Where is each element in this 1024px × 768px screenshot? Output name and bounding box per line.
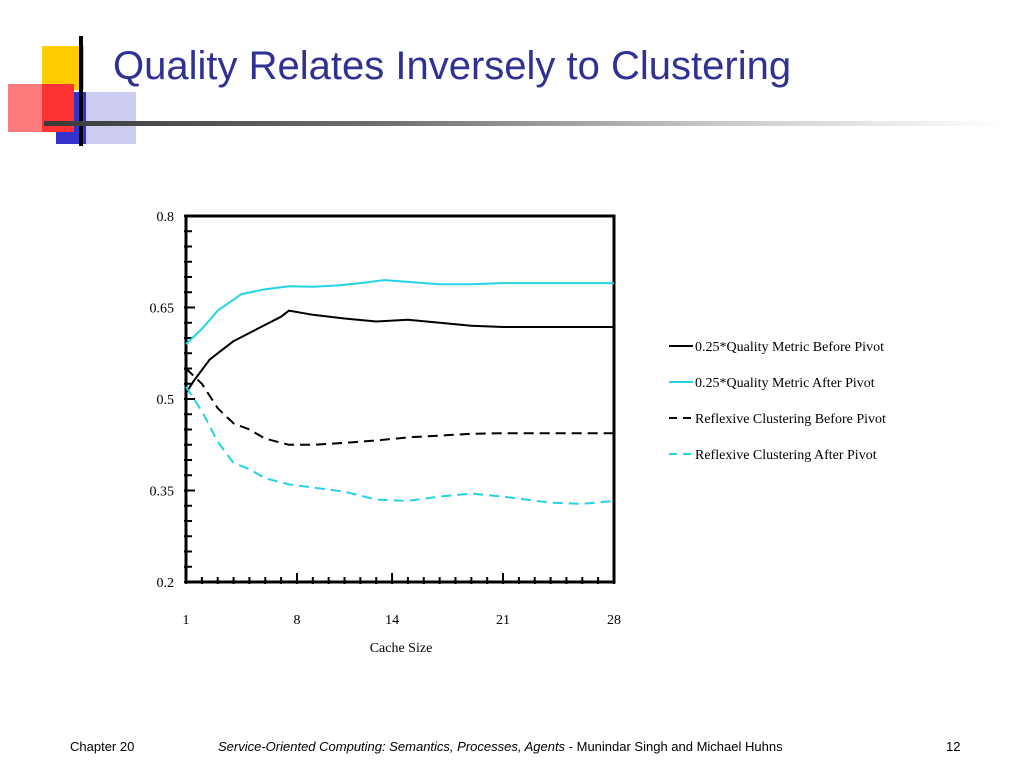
footer-page-number: 12 bbox=[946, 739, 961, 754]
series-line-2 bbox=[185, 279, 614, 345]
title-underline-rule bbox=[44, 121, 1004, 126]
y-tick-label: 0.5 bbox=[157, 393, 175, 408]
legend-label: 0.25*Quality Metric Before Pivot bbox=[695, 340, 884, 355]
series-lines bbox=[185, 279, 615, 505]
logo-red-fade bbox=[8, 84, 42, 132]
plot-frame bbox=[184, 214, 616, 584]
legend-label: Reflexive Clustering After Pivot bbox=[695, 448, 877, 463]
footer-citation: Service-Oriented Computing: Semantics, P… bbox=[218, 739, 783, 754]
footer-book-title: Service-Oriented Computing: Semantics, P… bbox=[218, 739, 566, 754]
x-tick-label: 14 bbox=[385, 613, 399, 628]
footer-chapter: Chapter 20 bbox=[70, 739, 135, 754]
x-tick-label: 1 bbox=[183, 613, 190, 628]
x-axis-label: Cache Size bbox=[370, 641, 433, 656]
x-axis: 1 8 14 21 28 bbox=[183, 573, 621, 628]
logo-vertical-bar bbox=[79, 36, 83, 146]
logo-yellow-square bbox=[42, 46, 84, 90]
y-tick-label: 0.65 bbox=[150, 302, 175, 317]
x-tick-label: 8 bbox=[293, 613, 300, 628]
legend-label: 0.25*Quality Metric After Pivot bbox=[695, 376, 875, 391]
y-tick-label: 0.35 bbox=[150, 485, 175, 500]
slide-logo-graphic bbox=[8, 36, 136, 146]
y-tick-label: 0.8 bbox=[157, 210, 175, 225]
legend: 0.25*Quality Metric Before Pivot 0.25*Qua… bbox=[669, 340, 886, 463]
series-line-1 bbox=[185, 309, 614, 394]
x-tick-label: 21 bbox=[496, 613, 510, 628]
y-axis: 0.8 0.65 0.5 0.35 0.2 bbox=[150, 210, 195, 591]
plot-area bbox=[184, 214, 616, 584]
legend-label: Reflexive Clustering Before Pivot bbox=[695, 412, 886, 427]
y-tick-label: 0.2 bbox=[157, 576, 175, 591]
x-tick-label: 28 bbox=[607, 613, 621, 628]
series-line-4 bbox=[185, 386, 615, 505]
slide-title: Quality Relates Inversely to Clustering bbox=[113, 44, 792, 88]
footer-authors: - Munindar Singh and Michael Huhns bbox=[565, 739, 783, 754]
series-line-3 bbox=[185, 367, 614, 446]
logo-blue-fade bbox=[86, 92, 136, 144]
